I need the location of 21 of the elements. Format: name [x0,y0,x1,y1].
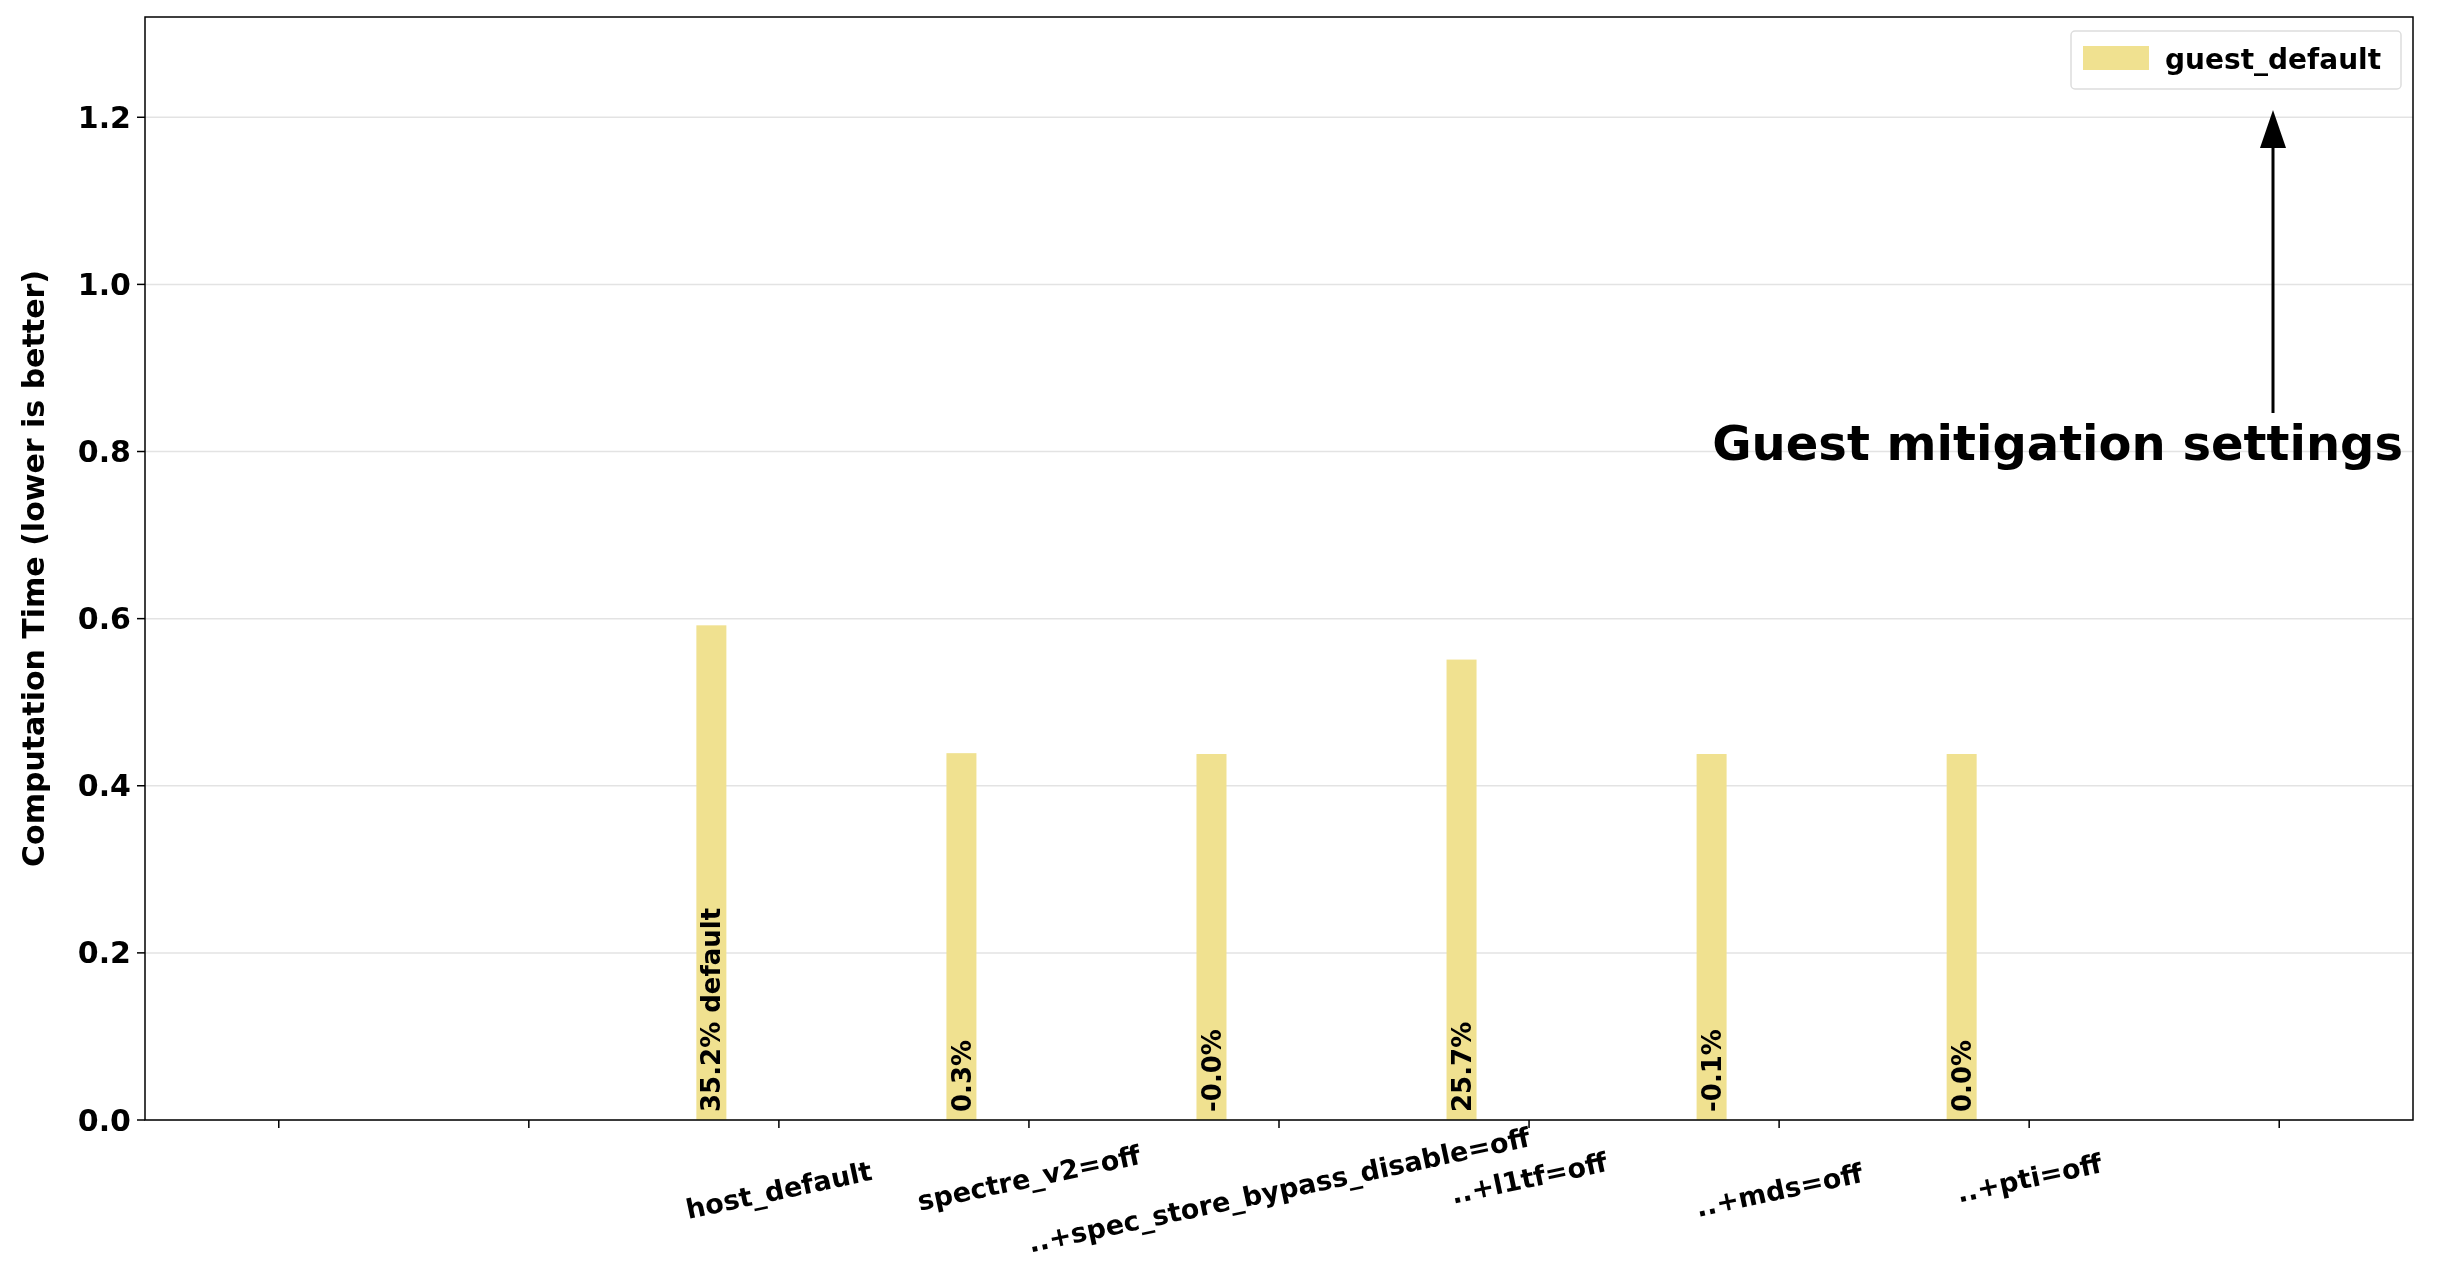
annotation: 0.0% [1946,1039,1977,1112]
bar [1946,754,1977,1120]
y-tick-label: 0.8 [77,434,131,470]
bar [1196,754,1227,1120]
y-tick-label: 0.6 [77,601,131,637]
annotation: 0.3% [946,1039,977,1112]
y-tick-label: 1.0 [77,266,131,302]
y-axis-title: Computation Time (lower is better) [16,270,51,867]
annotation: -0.1% [1696,1029,1727,1112]
annotation: Guest mitigation settings [1712,415,2403,471]
annotation: 35.2% default [696,907,727,1112]
legend-label: guest_default [2165,42,2382,76]
bar [1446,659,1477,1120]
y-tick-label: 0.2 [77,935,131,971]
bar [1696,754,1727,1120]
y-tick-label: 0.4 [77,768,131,804]
bar [946,753,977,1120]
annotation: -0.0% [1196,1029,1227,1112]
annotation: 25.7% [1446,1021,1477,1112]
y-tick-label: 1.2 [77,99,131,135]
y-tick-label: 0.0 [77,1102,131,1138]
